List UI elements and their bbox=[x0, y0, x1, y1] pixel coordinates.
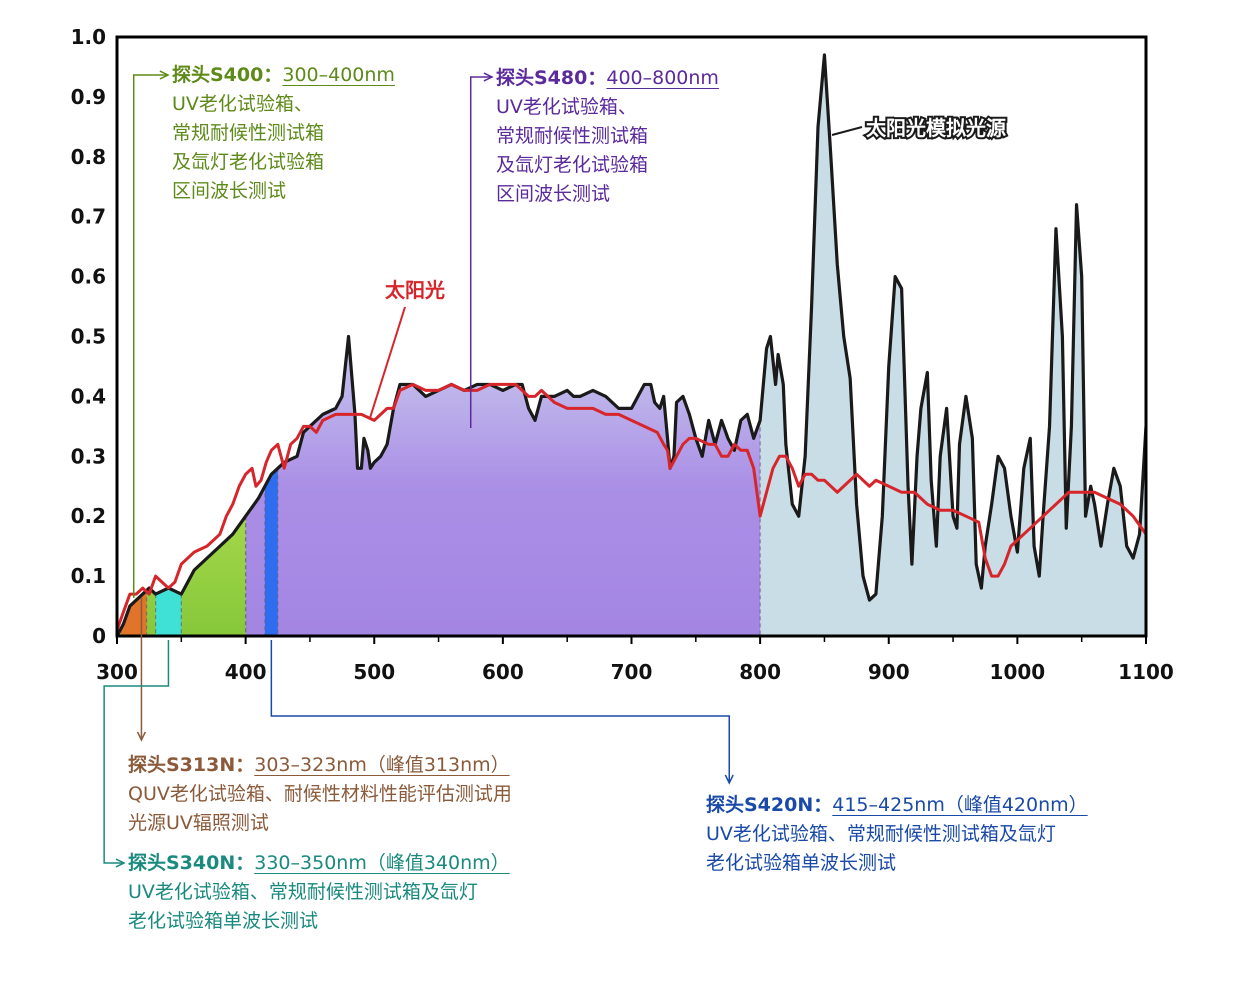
annotation-s420n: 探头S420N：415–425nm（峰值420nm） UV老化试验箱、常规耐候性… bbox=[706, 791, 1088, 878]
x-tick-label: 600 bbox=[482, 660, 524, 684]
y-tick-label: 0.1 bbox=[71, 564, 106, 588]
s340n-line: 老化试验箱单波长测试 bbox=[128, 910, 319, 932]
s400-connector bbox=[132, 74, 168, 598]
y-tick-label: 0 bbox=[92, 624, 106, 648]
s420n-head: 探头S420N： bbox=[706, 794, 833, 816]
s400-line: 及氙灯老化试验箱 bbox=[172, 151, 325, 173]
axes: 300 400 500 600 700 800 900 1000 1100 0 0.1 0.2 0.3 0… bbox=[71, 25, 1174, 684]
sim-label-leader bbox=[831, 126, 863, 136]
y-tick-label: 0.6 bbox=[71, 265, 106, 289]
y-tick-label: 1.0 bbox=[71, 25, 106, 49]
s340n-connector bbox=[103, 640, 170, 864]
s400-line: 区间波长测试 bbox=[172, 180, 287, 202]
s480-connector-head bbox=[483, 72, 494, 82]
sun-series-line bbox=[117, 382, 1146, 631]
sun-series-label: 太阳光 bbox=[385, 278, 445, 302]
s400-line: UV老化试验箱、 bbox=[172, 93, 313, 115]
s400-line: 常规耐候性测试箱 bbox=[172, 122, 325, 144]
y-tick-label: 0.8 bbox=[71, 145, 106, 169]
s400-head: 探头S400： bbox=[172, 64, 283, 86]
y-tick-label: 0.2 bbox=[71, 504, 106, 528]
y-tick-label: 0.9 bbox=[71, 85, 106, 109]
plot-clip-group bbox=[117, 53, 1146, 636]
sun-label-leader bbox=[369, 306, 406, 419]
band-s340n bbox=[155, 588, 182, 636]
s420n-line: UV老化试验箱、常规耐候性测试箱及氙灯 bbox=[706, 823, 1056, 845]
s313n-connector-head bbox=[136, 731, 147, 742]
x-tick-label: 400 bbox=[225, 660, 267, 684]
x-tick-label: 300 bbox=[96, 660, 138, 684]
x-tick-label: 700 bbox=[611, 660, 653, 684]
sim-series-line bbox=[117, 53, 1146, 636]
s313n-line: 光源UV辐照测试 bbox=[128, 812, 269, 834]
x-tick-label: 1100 bbox=[1118, 660, 1174, 684]
s400-range: 300–400nm bbox=[282, 64, 395, 86]
s400-connector-head bbox=[159, 70, 170, 80]
s420n-connector-head bbox=[724, 774, 734, 785]
y-tick-label: 0.4 bbox=[71, 384, 106, 408]
s340n-line: UV老化试验箱、常规耐候性测试箱及氙灯 bbox=[128, 881, 478, 903]
connectors bbox=[103, 70, 734, 868]
s480-line: UV老化试验箱、 bbox=[496, 96, 637, 118]
s480-head: 探头S480： bbox=[496, 67, 607, 89]
band-s420n bbox=[264, 468, 278, 636]
s480-range: 400–800nm bbox=[606, 67, 719, 89]
s480-connector bbox=[469, 76, 492, 428]
band-s400 bbox=[117, 516, 246, 636]
s480-line: 及氙灯老化试验箱 bbox=[496, 154, 649, 176]
y-tick-label: 0.5 bbox=[71, 325, 106, 349]
s420n-line: 老化试验箱单波长测试 bbox=[706, 852, 897, 874]
x-tick-label: 500 bbox=[353, 660, 395, 684]
s340n-head: 探头S340N： bbox=[128, 852, 255, 874]
annotation-s340n: 探头S340N：330–350nm（峰值340nm） UV老化试验箱、常规耐候性… bbox=[128, 849, 510, 936]
s313n-head: 探头S313N： bbox=[128, 754, 255, 776]
s340n-connector-head bbox=[115, 858, 126, 868]
band-s313n bbox=[120, 590, 147, 636]
x-tick-label: 900 bbox=[868, 660, 910, 684]
annotation-s313n: 探头S313N：303–323nm（峰值313nm） QUV老化试验箱、耐候性材… bbox=[128, 751, 512, 838]
s480-line: 区间波长测试 bbox=[496, 183, 611, 205]
annotation-s400: 探头S400：300–400nm UV老化试验箱、 常规耐候性测试箱 及氙灯老化… bbox=[172, 61, 395, 206]
y-tick-label: 0.3 bbox=[71, 444, 106, 468]
x-tick-label: 800 bbox=[739, 660, 781, 684]
s313n-range: 303–323nm（峰值313nm） bbox=[254, 754, 510, 776]
simulated-source-label: 太阳光模拟光源 bbox=[866, 116, 1006, 140]
s340n-range: 330–350nm（峰值340nm） bbox=[254, 852, 510, 874]
x-tick-label: 1000 bbox=[990, 660, 1046, 684]
s420n-range: 415–425nm（峰值420nm） bbox=[832, 794, 1088, 816]
s313n-line: QUV老化试验箱、耐候性材料性能评估测试用 bbox=[128, 783, 512, 805]
band-s480 bbox=[245, 336, 761, 636]
plot-area bbox=[117, 53, 1146, 636]
s420n-connector bbox=[270, 640, 731, 783]
y-tick-label: 0.7 bbox=[71, 205, 106, 229]
s480-line: 常规耐候性测试箱 bbox=[496, 125, 649, 147]
annotation-s480: 探头S480：400–800nm UV老化试验箱、 常规耐候性测试箱 及氙灯老化… bbox=[496, 64, 719, 209]
